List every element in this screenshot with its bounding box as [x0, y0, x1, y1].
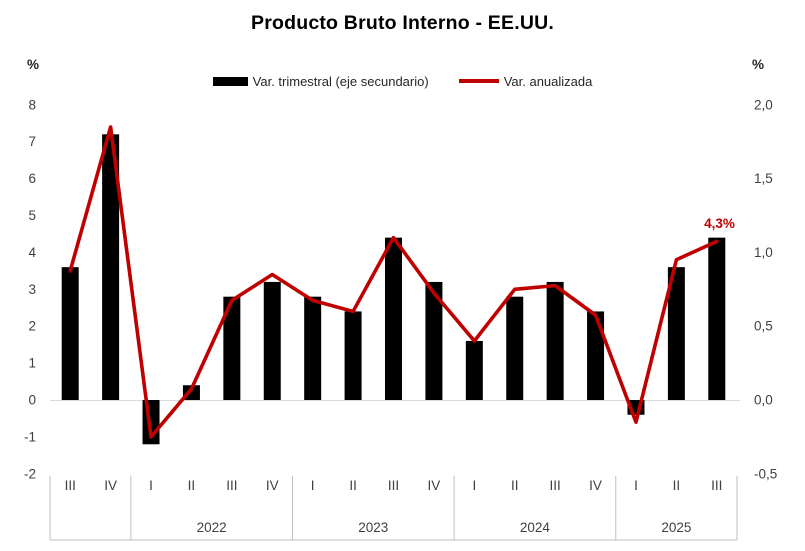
right-tick-label: 1,5: [754, 171, 773, 186]
quarter-label: IV: [589, 478, 602, 493]
left-tick-label: 2: [28, 319, 36, 334]
legend-line-swatch-icon: [458, 79, 499, 83]
quarter-label: III: [226, 478, 237, 493]
legend-bar-label: Var. trimestral (eje secundario): [252, 73, 429, 89]
right-tick-label: 0,5: [754, 319, 773, 334]
quarter-label: II: [511, 478, 519, 493]
bar-IV-5: [263, 281, 281, 400]
quarter-label: I: [149, 478, 153, 493]
right-tick-label: -0,5: [754, 466, 777, 481]
right-tick-label: 1,0: [754, 245, 773, 260]
last-point-annotation: 4,3%: [704, 216, 735, 231]
left-tick-label: 3: [28, 282, 36, 297]
quarter-label: II: [673, 478, 681, 493]
bar-II-7: [344, 311, 362, 400]
bar-I-6: [304, 296, 322, 400]
quarter-label: III: [711, 478, 722, 493]
legend: Var. trimestral (eje secundario) Var. an…: [0, 71, 805, 91]
year-label: 2023: [358, 520, 388, 535]
quarter-label: I: [472, 478, 476, 493]
left-tick-label: -2: [24, 466, 36, 481]
left-axis-unit-label: %: [26, 57, 39, 72]
bar-III-8: [385, 237, 402, 400]
legend-line-label: Var. anualizada: [503, 73, 593, 89]
quarter-label: I: [311, 478, 315, 493]
left-tick-label: 6: [28, 171, 36, 186]
quarter-label: II: [188, 478, 196, 493]
annualized-line: [68, 125, 719, 439]
bar-III-4: [223, 296, 241, 400]
left-tick-label: -1: [24, 429, 36, 444]
left-tick-label: 8: [28, 97, 36, 112]
right-tick-label: 0,0: [754, 393, 773, 408]
quarter-label: IV: [428, 478, 441, 493]
bar-III-12: [546, 281, 564, 400]
left-tick-label: 0: [28, 393, 36, 408]
year-label: 2025: [661, 520, 691, 535]
quarter-label: IV: [266, 478, 279, 493]
quarter-label: IV: [104, 478, 117, 493]
left-tick-label: 4: [28, 245, 36, 260]
quarter-label: I: [634, 478, 638, 493]
quarter-label: II: [349, 478, 357, 493]
quarter-label: III: [65, 478, 76, 493]
left-tick-label: 5: [28, 208, 36, 223]
bar-III-0: [61, 267, 79, 400]
left-tick-label: 1: [28, 356, 36, 371]
bar-IV-1: [102, 134, 120, 400]
bar-II-11: [506, 296, 524, 400]
bar-IV-9: [425, 281, 443, 400]
bar-III-16: [708, 237, 726, 400]
quarter-label: III: [550, 478, 561, 493]
bar-I-10: [465, 340, 483, 400]
bar-IV-13: [587, 311, 605, 400]
right-tick-label: 2,0: [754, 97, 773, 112]
year-label: 2022: [197, 520, 227, 535]
chart-title: Producto Bruto Interno - EE.UU.: [250, 12, 555, 34]
right-axis-unit-label: %: [752, 57, 765, 72]
legend-bar-swatch-icon: [212, 76, 248, 86]
year-label: 2024: [520, 520, 551, 535]
left-tick-label: 7: [28, 134, 36, 149]
bar-II-15: [667, 267, 685, 400]
quarter-label: III: [388, 478, 399, 493]
